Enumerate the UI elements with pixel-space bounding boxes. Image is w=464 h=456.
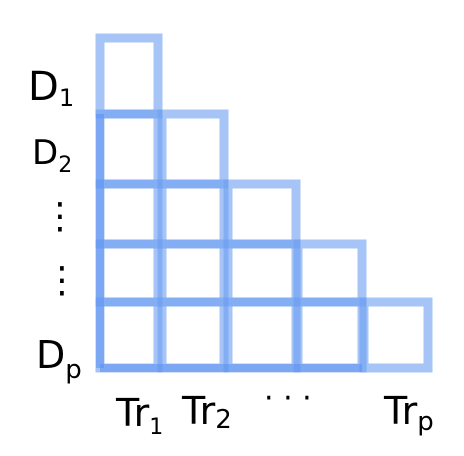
staircase-grid [95, 33, 433, 373]
grid-cell [95, 239, 163, 307]
row-label-vdots: ⋮ [42, 196, 78, 237]
grid-edge-overlap [96, 114, 362, 372]
grid-cell [157, 109, 229, 189]
grid-cell [95, 297, 163, 373]
col-label-trp: Trp [383, 389, 434, 437]
grid-cell [157, 297, 229, 373]
grid-cell [157, 239, 229, 307]
row-label-d2: D2 [32, 133, 72, 178]
grid-cell [359, 297, 433, 373]
row-label-d1: D1 [28, 64, 74, 112]
col-label-tr1: Tr1 [115, 391, 163, 440]
grid-cell [157, 179, 229, 249]
row-labels: D1 D2 ⋮ ⋮ Dp [28, 64, 82, 385]
row-label-vdots: ⋮ [44, 260, 80, 301]
grid-cell [293, 297, 367, 373]
grid-cell [95, 33, 163, 119]
grid-cell [223, 297, 301, 373]
col-label-dots: · · · [264, 381, 312, 416]
column-labels: Tr1 Tr2 · · · Trp [115, 381, 434, 440]
grid-cell [95, 179, 163, 249]
grid-cell [223, 179, 301, 249]
grid-cell [223, 239, 301, 307]
row-label-dp: Dp [36, 333, 82, 385]
col-label-tr2: Tr2 [181, 389, 232, 435]
grid-cell [95, 109, 163, 189]
grid-cell [293, 239, 367, 307]
